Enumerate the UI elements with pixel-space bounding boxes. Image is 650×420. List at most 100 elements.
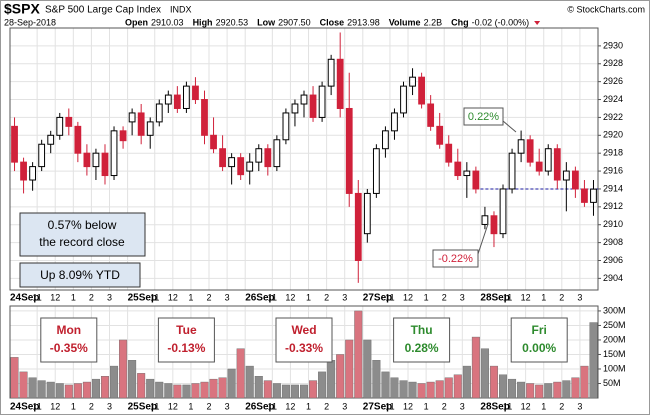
x-tick-label: 12 [403, 292, 413, 302]
volume-bar [91, 378, 100, 399]
volume-bar [281, 384, 290, 399]
candle-body [363, 192, 371, 235]
symbol: $SPX [4, 1, 40, 17]
volume-bar [480, 348, 489, 399]
volume-bar [426, 381, 435, 399]
volume-bar [453, 374, 462, 399]
x-tick-label: 1 [541, 401, 546, 411]
x-tick-label: 1 [424, 401, 429, 411]
x-tick-label: 2 [207, 292, 212, 302]
day-change: -0.33% [285, 341, 323, 355]
candle-body [29, 166, 37, 181]
volume-bar [508, 378, 517, 399]
candle-body [128, 112, 136, 123]
volume-bar [64, 384, 73, 399]
note-text: the record close [39, 235, 125, 249]
y-tick-label: 2930 [603, 40, 623, 50]
y-tick-label: 50M [603, 378, 621, 388]
candle-body [237, 157, 245, 176]
x-tick-label: 2 [207, 401, 212, 411]
day-change: 0.00% [522, 341, 556, 355]
volume-bar [381, 371, 390, 399]
candle-body [481, 215, 489, 225]
x-tick-label: 1 [71, 401, 76, 411]
candle-body [544, 148, 552, 172]
x-tick-label: 2 [559, 401, 564, 411]
candle-body [354, 192, 362, 261]
callout-pointer [477, 223, 489, 255]
volume-bar [526, 383, 535, 399]
x-tick-label: 28Sep [480, 293, 509, 304]
x-tick-label: 25Sep [128, 293, 157, 304]
candle-body [508, 152, 516, 190]
x-tick-label: 1 [541, 292, 546, 302]
y-tick-label: 300M [603, 305, 626, 315]
x-tick-label: 2 [324, 401, 329, 411]
x-tick-label: 2 [442, 292, 447, 302]
volume-bar [227, 368, 236, 399]
candle-body [562, 170, 570, 181]
day-box [510, 317, 568, 363]
x-tick-label: 28Sep [480, 402, 509, 413]
volume-bar [128, 360, 137, 399]
y-tick-label: 100M [603, 363, 626, 373]
y-tick-label: 2908 [603, 237, 623, 247]
candle-body [173, 94, 181, 109]
candle-body [264, 148, 272, 168]
candle-body [490, 215, 498, 235]
volume-bar [345, 339, 354, 399]
volume-bar [164, 383, 173, 399]
candle-body [119, 130, 127, 142]
volume-bar [272, 383, 281, 399]
y-tick-label: 2928 [603, 58, 623, 68]
candle-body [418, 76, 425, 105]
x-tick-label: 24Sep [10, 293, 39, 304]
y-tick-label: 200M [603, 334, 626, 344]
candle-body [463, 170, 471, 177]
candle-body [101, 152, 109, 177]
x-tick-label: 12 [168, 292, 178, 302]
candle-body [246, 161, 254, 172]
candle-body [300, 94, 308, 105]
volume-bar [535, 384, 544, 399]
volume-bar [254, 376, 263, 399]
candle-body [210, 134, 217, 150]
y-tick-label: 150M [603, 349, 626, 359]
exchange: INDX [170, 4, 192, 14]
volume-bar [499, 374, 508, 399]
y-tick-label: 2924 [603, 94, 623, 104]
down-marker [534, 21, 541, 25]
volume-bar [562, 380, 571, 399]
y-tick-label: 2918 [603, 148, 623, 158]
candle-body [228, 157, 236, 168]
candle-body [65, 116, 73, 127]
volume-bar [417, 383, 426, 399]
candle-body [336, 58, 344, 109]
volume-bar [390, 377, 399, 399]
candle-body [201, 99, 208, 136]
x-tick-label: 3 [577, 401, 582, 411]
candle-body [318, 85, 326, 118]
volume-bar [155, 381, 164, 399]
day-name: Thu [411, 323, 433, 337]
candle-body [382, 130, 389, 150]
day-box [157, 317, 215, 363]
callout-box [463, 107, 504, 126]
y-tick-label: 2916 [603, 165, 623, 175]
volume-bar [236, 348, 245, 399]
day-name: Mon [56, 323, 81, 337]
volume-bar [218, 377, 227, 399]
candle-body [571, 170, 579, 190]
x-tick-label: 12 [50, 292, 60, 302]
day-change: -0.13% [167, 341, 205, 355]
candle-body [183, 85, 190, 109]
volume-bar [553, 381, 562, 399]
candle-body [146, 121, 154, 136]
y-tick-label: 2922 [603, 112, 623, 122]
x-tick-label: 12 [285, 401, 295, 411]
y-tick-label: 2910 [603, 219, 623, 229]
candle-body [409, 76, 416, 87]
x-tick-label: 12 [403, 401, 413, 411]
note-box [19, 212, 146, 257]
